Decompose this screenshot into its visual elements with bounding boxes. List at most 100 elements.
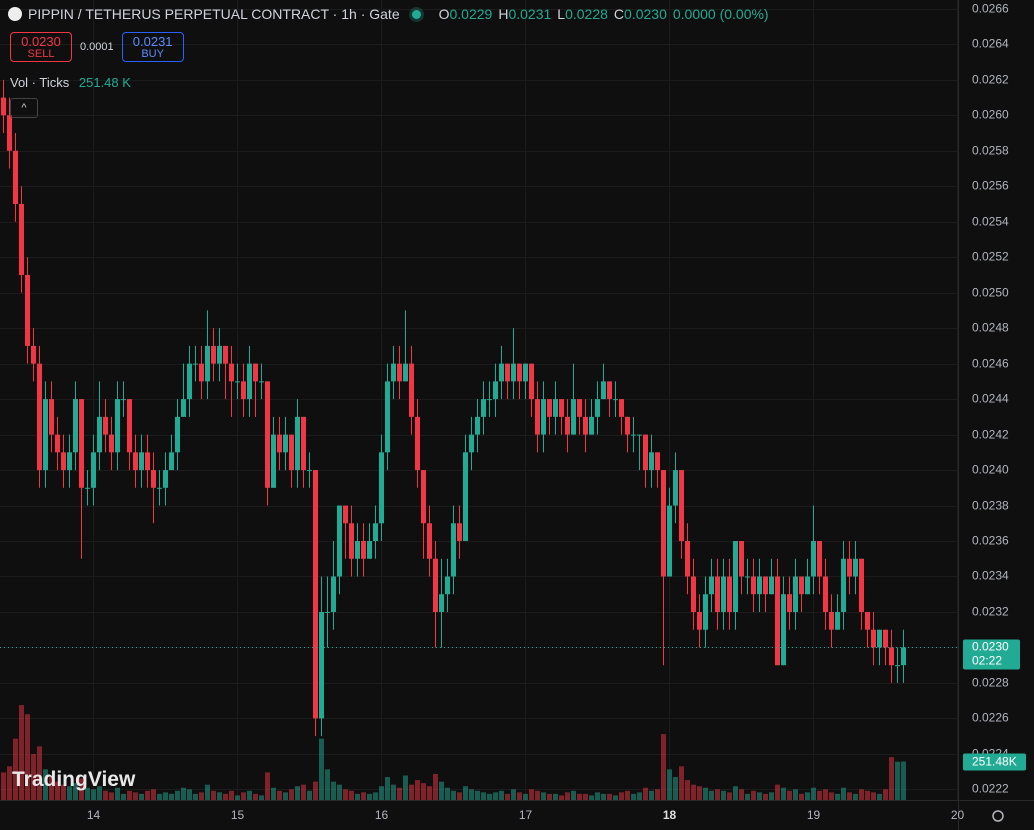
x-tick-label: 17 [519,808,533,822]
volume-bar [25,714,30,800]
candle-body [307,470,312,472]
volume-bar [847,792,852,800]
settings-icon[interactable] [992,810,1004,822]
candle-body [769,576,774,595]
volume-bar [361,792,366,800]
y-tick-label: 0.0246 [972,357,1009,371]
volume-bar [775,784,780,800]
candle-body [559,399,564,417]
volume-bar [487,793,492,800]
volume-bar [637,792,642,800]
volume-bar [793,789,798,800]
candle-body [163,470,168,488]
y-tick-label: 0.0266 [972,2,1009,16]
candle-body [751,576,756,595]
candle-body [709,576,714,595]
volume-value: 251.48 K [78,75,131,90]
candle-body [643,434,648,471]
sell-label: SELL [27,48,55,60]
volume-bar [139,793,144,800]
buy-button[interactable]: 0.0231 BUY [121,32,184,62]
candle-body [187,363,192,400]
volume-bar [451,790,456,800]
candle-body [367,541,372,559]
y-tick-label: 0.0240 [972,463,1009,477]
volume-bar [271,787,276,800]
candle-body [607,381,612,400]
candle-body [19,203,24,275]
candle-body [415,416,420,471]
volume-bar [301,784,306,800]
last-price-label: 0.0230 [972,640,1009,654]
candle-body [277,434,282,453]
ohlc-value: 0.0228 [565,6,608,22]
candle-body [451,523,456,577]
candle-body [601,381,606,400]
candle-body [7,115,12,151]
candle-body [259,381,264,383]
volume-bar [613,795,618,800]
volume-bar [841,787,846,800]
volume-bar [127,790,132,800]
volume-bar [373,792,378,800]
volume-bar [157,793,162,800]
candle-body [745,576,750,578]
volume-bar [457,792,462,800]
watermark: TradingView [12,768,136,791]
candle-body [91,452,96,488]
candle-body [391,363,396,382]
candle-body [169,452,174,471]
volume [1,705,906,800]
candle-body [505,363,510,382]
volume-bar [409,784,414,800]
volume-bar [259,795,264,800]
candle-body [655,452,660,471]
sell-button[interactable]: 0.0230 SELL [10,32,72,62]
volume-bar [1,772,6,800]
candle-body [283,434,288,453]
volume-bar [673,777,678,800]
volume-bar [91,789,96,800]
volume-bar [745,793,750,800]
volume-bar [619,792,624,800]
candle-body [355,541,360,559]
change: 0.0000 (0.00%) [672,6,769,22]
candle-body [247,363,252,400]
ohlc-key: L [557,6,566,22]
candle-body [121,399,126,401]
candle-body [613,399,618,401]
candle-body [619,399,624,417]
candle-body [85,487,90,489]
volume-bar [595,792,600,800]
volume-bar [541,792,546,800]
ohlc-key: O [438,6,450,22]
volume-bar [877,793,882,800]
ohlc: O0.0229 H0.0231 L0.0228 C0.0230 [433,6,667,22]
candle-body [865,611,870,630]
candle-body [649,452,654,471]
candle-body [583,416,588,435]
volume-bar [589,795,594,800]
candle-body [541,399,546,435]
candle-body [79,399,84,488]
volume-bar [55,781,60,800]
volume-bar [205,784,210,800]
last-price-badge [963,639,1020,670]
volume-bar [253,793,258,800]
candle-body [421,470,426,524]
volume-bar [697,786,702,800]
volume-badge [963,753,1026,771]
candle-body [805,576,810,595]
volume-bar [313,781,318,800]
candle-body [553,399,558,417]
volume-bar [535,790,540,800]
volume-bar [355,793,360,800]
candle-body [661,470,666,577]
candle-body [871,629,876,648]
candle-body [151,470,156,488]
candle-body [595,399,600,417]
y-tick-label: 0.0242 [972,428,1009,442]
volume-bar [349,790,354,800]
collapse-button[interactable]: ^ [10,98,38,118]
